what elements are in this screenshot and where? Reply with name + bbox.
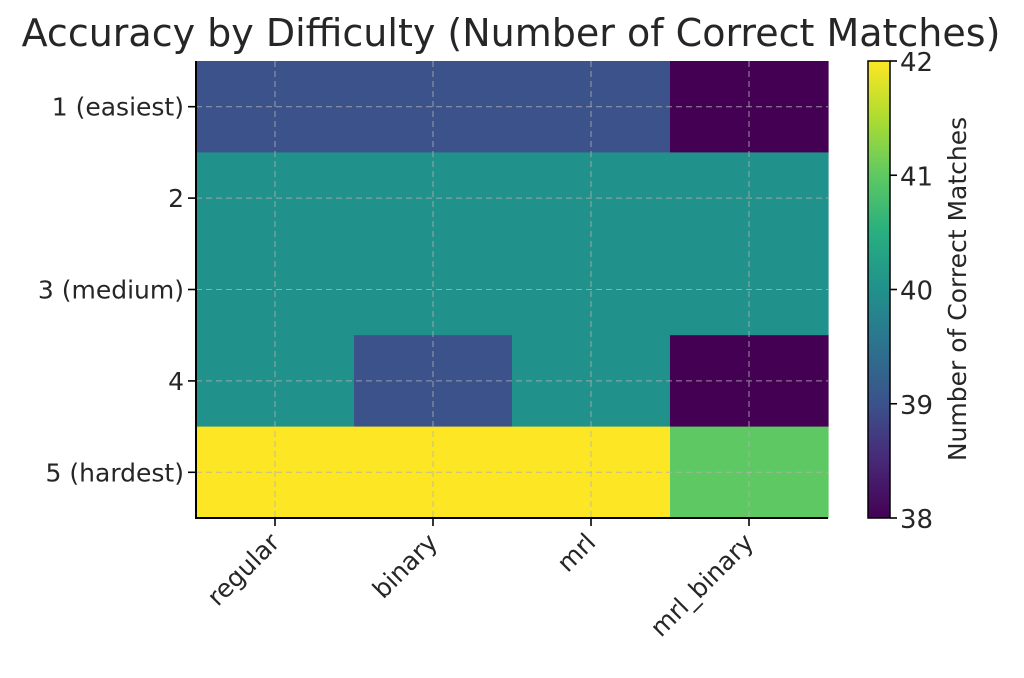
y-tick-label: 3 (medium) (38, 276, 184, 305)
colorbar-tick-label: 39 (900, 391, 933, 421)
y-axis-ticks: 1 (easiest) 2 3 (medium) 4 5 (hardest) (38, 93, 196, 487)
x-tick-label: mrl (551, 528, 601, 578)
colorbar-gradient (867, 60, 891, 519)
colorbar: 38 39 40 41 42 (867, 48, 933, 535)
x-axis-ticks: regular binary mrl mrl_binary (202, 518, 760, 643)
y-tick-label: 5 (hardest) (46, 458, 184, 487)
colorbar-tick-label: 42 (900, 48, 933, 78)
y-tick-label: 1 (easiest) (52, 93, 184, 122)
gridlines (196, 61, 828, 518)
x-tick-label: regular (202, 527, 286, 611)
colorbar-tick-label: 41 (900, 162, 933, 192)
colorbar-tick-label: 38 (900, 505, 933, 535)
y-tick-label: 2 (168, 184, 184, 213)
colorbar-label: Number of Correct Matches (943, 117, 972, 461)
colorbar-tick-label: 40 (900, 277, 933, 307)
x-tick-label: mrl_binary (645, 528, 760, 643)
y-tick-label: 4 (168, 367, 184, 396)
x-tick-label: binary (367, 528, 444, 605)
chart-title: Accuracy by Difficulty (Number of Correc… (22, 11, 1001, 55)
